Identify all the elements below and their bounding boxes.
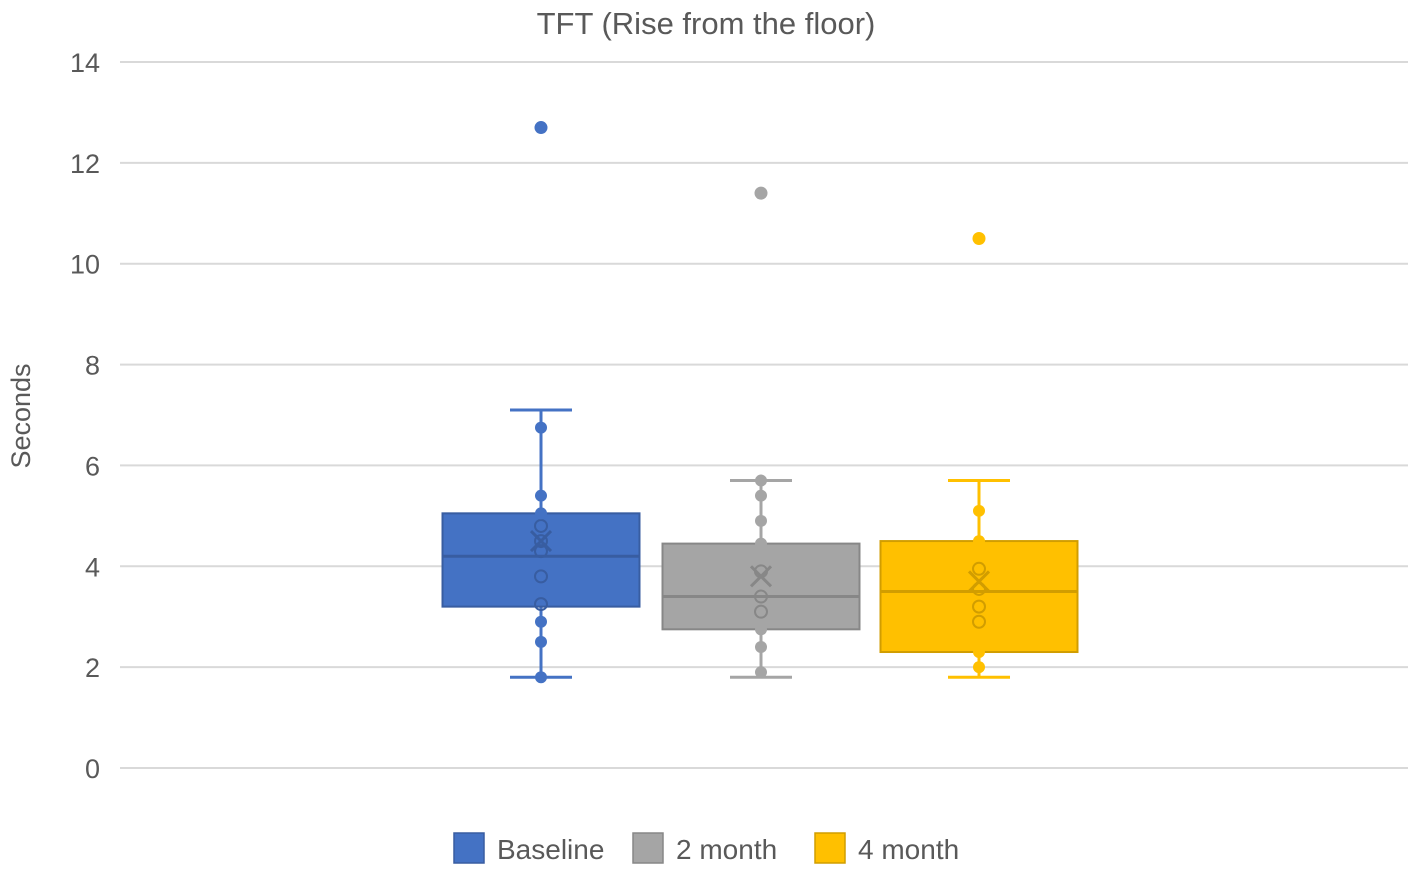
legend-item-1: Baseline [453, 832, 604, 865]
legend-item-2: 2 month [632, 832, 777, 865]
legend-swatch [814, 832, 846, 864]
legend-item-3: 4 month [814, 832, 959, 865]
data-point [535, 671, 547, 684]
outlier-point [972, 232, 986, 245]
data-point [754, 604, 768, 619]
legend-label: Baseline [497, 834, 604, 865]
data-point [534, 544, 548, 559]
data-point [755, 489, 767, 502]
chart-title: TFT (Rise from the floor) [537, 6, 876, 41]
gridlines [120, 61, 1408, 769]
data-point [755, 623, 767, 636]
box-series-1 [441, 121, 641, 684]
data-point [973, 504, 985, 517]
data-point [973, 535, 985, 548]
box-series-3 [879, 232, 1079, 679]
legend: Baseline 2 month 4 month [453, 832, 959, 865]
y-tick-label: 2 [85, 653, 100, 683]
box-iqr [441, 512, 641, 608]
y-tick-label: 10 [70, 250, 100, 280]
legend-label: 2 month [676, 834, 777, 865]
data-point [972, 614, 986, 629]
data-point [755, 537, 767, 550]
legend-swatch [632, 832, 664, 864]
mean-marker-stroke [967, 570, 991, 593]
y-axis-tick-labels: 0 2 4 6 8 10 12 14 [70, 48, 100, 784]
data-point [755, 474, 767, 487]
box-series-2 [661, 186, 861, 679]
legend-swatch [453, 832, 485, 864]
data-point [535, 507, 547, 520]
mean-marker [749, 565, 773, 588]
box-iqr [661, 542, 861, 631]
mean-marker [529, 530, 553, 553]
y-tick-label: 14 [70, 48, 100, 78]
y-tick-label: 0 [85, 754, 100, 784]
data-point [973, 661, 985, 674]
box-series [441, 121, 1079, 684]
data-point [534, 569, 548, 584]
y-axis-title: Seconds [6, 363, 36, 468]
y-tick-label: 6 [85, 451, 100, 481]
outlier-point [534, 121, 548, 135]
data-point [535, 489, 547, 502]
data-point [972, 561, 986, 576]
data-point [535, 421, 547, 434]
data-point [535, 635, 547, 648]
y-tick-label: 8 [85, 351, 100, 381]
outlier-point [754, 186, 768, 200]
data-point [754, 589, 768, 604]
data-point [973, 646, 985, 659]
mean-marker [967, 570, 991, 593]
box-iqr [879, 540, 1079, 654]
data-point [755, 640, 767, 653]
data-point [534, 597, 548, 612]
data-point [535, 615, 547, 628]
mean-marker-stroke [749, 565, 773, 588]
data-point [755, 666, 767, 679]
y-tick-label: 4 [85, 552, 100, 582]
data-point [534, 534, 548, 549]
data-point [972, 599, 986, 614]
y-tick-label: 12 [70, 149, 100, 179]
mean-marker-stroke [529, 530, 553, 553]
legend-label: 4 month [858, 834, 959, 865]
data-point [755, 514, 767, 527]
data-point [534, 518, 548, 533]
